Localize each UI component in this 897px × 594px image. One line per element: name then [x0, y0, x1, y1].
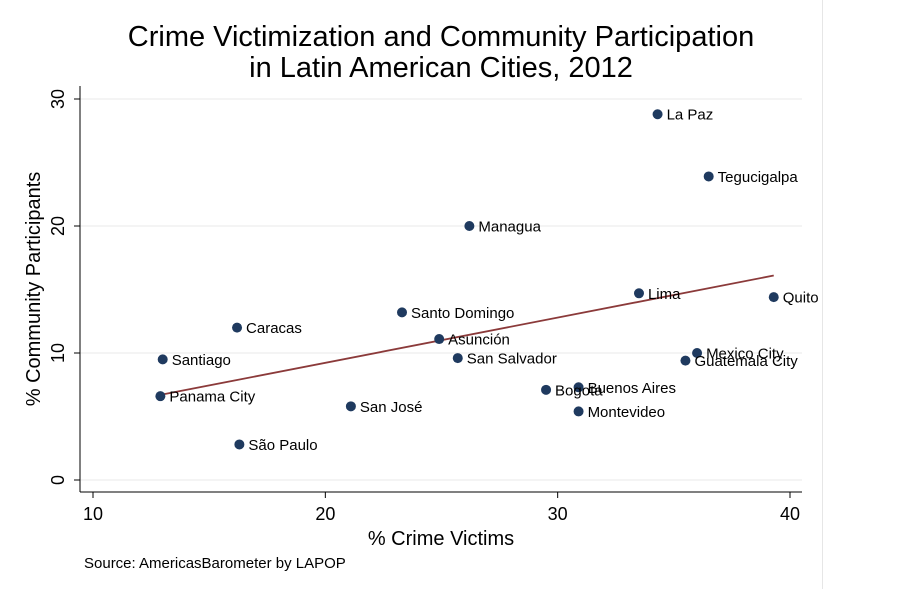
y-tick-label: 10 — [48, 343, 68, 363]
x-tick-label: 10 — [83, 504, 103, 524]
point-label: Santiago — [172, 352, 231, 369]
point-label: Tegucigalpa — [718, 169, 799, 186]
point-label: La Paz — [667, 107, 714, 124]
data-point — [345, 401, 356, 412]
point-label: Managua — [478, 219, 541, 236]
data-point — [573, 406, 584, 417]
x-tick-label: 30 — [548, 504, 568, 524]
data-point — [464, 221, 475, 231]
data-point — [541, 384, 552, 395]
point-label: Guatemala City — [694, 353, 798, 370]
point-label: San Salvador — [467, 351, 557, 368]
data-point — [397, 307, 408, 318]
point-label: Asunción — [448, 332, 510, 349]
point-label: Lima — [648, 286, 681, 303]
y-tick-label: 0 — [48, 475, 68, 485]
data-point — [573, 382, 584, 393]
point-label: San José — [360, 399, 423, 416]
right-divider — [822, 0, 823, 589]
data-point — [703, 171, 714, 182]
point-label: Santo Domingo — [411, 305, 514, 322]
data-point — [652, 109, 663, 120]
data-point — [232, 322, 243, 333]
x-axis-label: % Crime Victims — [368, 528, 514, 550]
fit-line — [160, 274, 774, 396]
source-note: Source: AmericasBarometer by LAPOP — [84, 555, 346, 572]
data-point — [155, 391, 166, 402]
y-tick-label: 20 — [48, 216, 68, 236]
point-label: Quito — [783, 290, 819, 307]
y-tick-label: 30 — [48, 89, 68, 109]
x-tick-label: 40 — [780, 504, 800, 524]
point-label: Caracas — [246, 320, 302, 337]
data-point — [768, 292, 779, 303]
point-label: Panama City — [169, 389, 255, 406]
data-point — [680, 355, 691, 366]
data-point — [452, 353, 463, 364]
y-axis-label: % Community Participants — [23, 172, 45, 407]
chart-title-line-1: Crime Victimization and Community Partic… — [128, 21, 754, 53]
data-point — [234, 439, 245, 450]
point-label: Montevideo — [588, 404, 666, 421]
data-point — [692, 348, 703, 358]
point-label: Buenos Aires — [588, 380, 676, 397]
point-label: Mexico City — [706, 346, 784, 363]
point-label: Bogota — [555, 382, 603, 399]
data-point — [434, 334, 445, 345]
chart-title-line-2: in Latin American Cities, 2012 — [249, 52, 633, 84]
point-label: São Paulo — [248, 437, 317, 454]
data-point — [157, 354, 168, 365]
data-point — [633, 288, 644, 299]
x-tick-label: 20 — [315, 504, 335, 524]
